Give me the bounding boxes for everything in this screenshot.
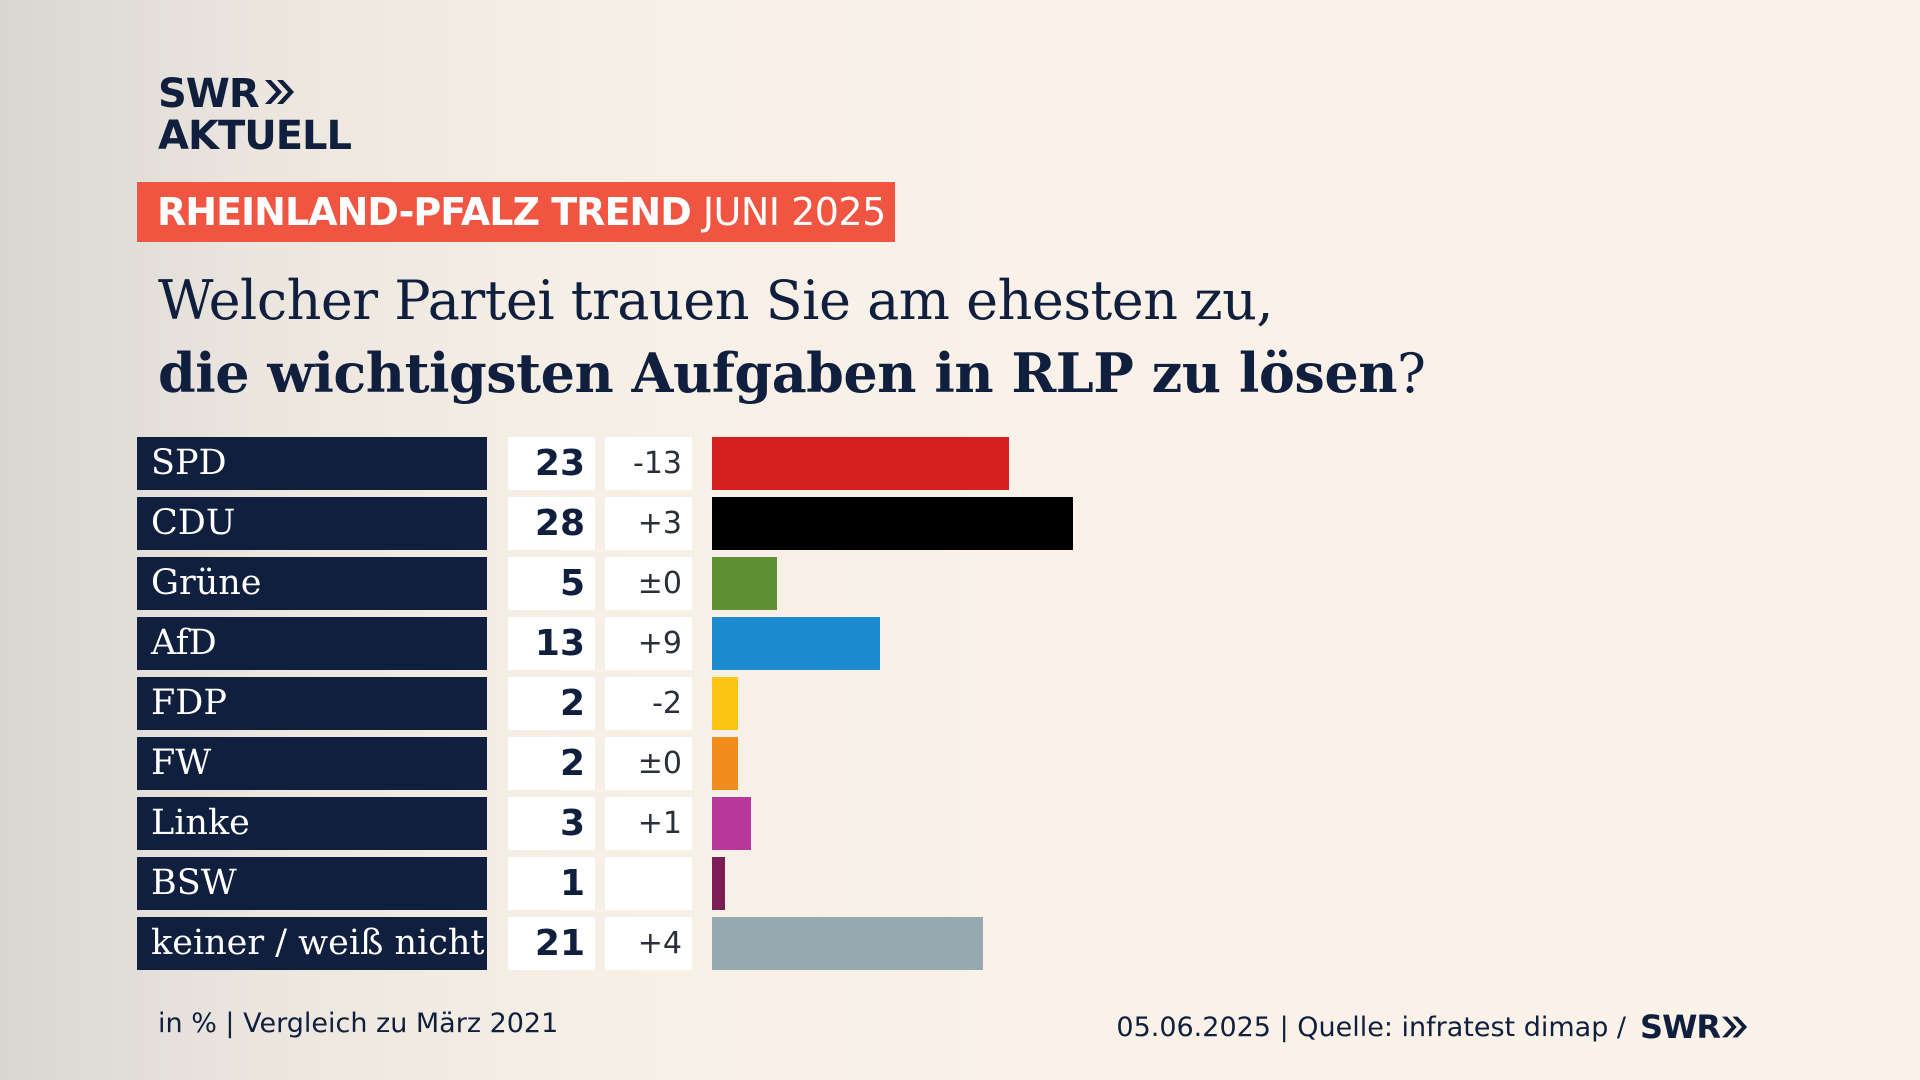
footer-source-text: 05.06.2025 | Quelle: infratest dimap / <box>1116 1011 1627 1043</box>
change-label: +1 <box>605 797 692 850</box>
logo-aktuell-text: AKTUELL <box>158 113 352 159</box>
party-label: FDP <box>137 677 487 730</box>
party-label: BSW <box>137 857 487 910</box>
chart-row: CDU 28 +3 <box>137 497 1137 550</box>
party-label: AfD <box>137 617 487 670</box>
question-mark: ? <box>1396 342 1426 405</box>
footer-source: 05.06.2025 | Quelle: infratest dimap / S… <box>1116 1008 1750 1046</box>
footer-note: in % | Vergleich zu März 2021 <box>158 1008 559 1039</box>
bar <box>712 857 725 910</box>
party-label: Linke <box>137 797 487 850</box>
chart-row: AfD 13 +9 <box>137 617 1137 670</box>
change-label: -13 <box>605 437 692 490</box>
change-label: +4 <box>605 917 692 970</box>
chart-row: Linke 3 +1 <box>137 797 1137 850</box>
double-chevron-icon <box>263 74 297 114</box>
party-label: FW <box>137 737 487 790</box>
chart-row: Grüne 5 ±0 <box>137 557 1137 610</box>
chart-row: keiner / weiß nicht 21 +4 <box>137 917 1137 970</box>
change-label: -2 <box>605 677 692 730</box>
value-label: 2 <box>508 737 595 790</box>
bar <box>712 497 1074 550</box>
logo-swr-text: SWR <box>158 71 260 117</box>
party-label: SPD <box>137 437 487 490</box>
value-label: 13 <box>508 617 595 670</box>
value-label: 2 <box>508 677 595 730</box>
footer-logo-text: SWR <box>1640 1008 1721 1046</box>
change-label: +9 <box>605 617 692 670</box>
swr-aktuell-logo: SWR AKTUELL <box>158 71 352 159</box>
question-line-1: Welcher Partei trauen Sie am ehesten zu, <box>158 269 1274 332</box>
footer-double-chevron-icon <box>1722 1016 1748 1038</box>
question-line-2-text: die wichtigsten Aufgaben in RLP zu lösen <box>158 341 1397 405</box>
bar <box>712 917 983 970</box>
change-label: ±0 <box>605 557 692 610</box>
question-line-2: die wichtigsten Aufgaben in RLP zu lösen… <box>158 338 1426 409</box>
value-label: 28 <box>508 497 595 550</box>
chart-row: FDP 2 -2 <box>137 677 1137 730</box>
bar <box>712 677 738 730</box>
change-label: +3 <box>605 497 692 550</box>
value-label: 23 <box>508 437 595 490</box>
value-label: 5 <box>508 557 595 610</box>
party-label: Grüne <box>137 557 487 610</box>
chart-row: BSW 1 <box>137 857 1137 910</box>
change-label: ±0 <box>605 737 692 790</box>
bar <box>712 557 777 610</box>
bar <box>712 617 880 670</box>
trend-badge: RHEINLAND-PFALZ TREND JUNI 2025 <box>137 182 895 242</box>
chart-row: FW 2 ±0 <box>137 737 1137 790</box>
bar <box>712 437 1009 490</box>
change-label <box>605 857 692 910</box>
chart-row: SPD 23 -13 <box>137 437 1137 490</box>
value-label: 1 <box>508 857 595 910</box>
footer-swr-logo: SWR <box>1640 1008 1750 1046</box>
bar <box>712 737 738 790</box>
party-label: keiner / weiß nicht <box>137 917 487 970</box>
badge-title: RHEINLAND-PFALZ TREND <box>157 190 692 234</box>
party-label: CDU <box>137 497 487 550</box>
value-label: 3 <box>508 797 595 850</box>
badge-date: JUNI 2025 <box>702 190 886 234</box>
bar <box>712 797 751 850</box>
value-label: 21 <box>508 917 595 970</box>
